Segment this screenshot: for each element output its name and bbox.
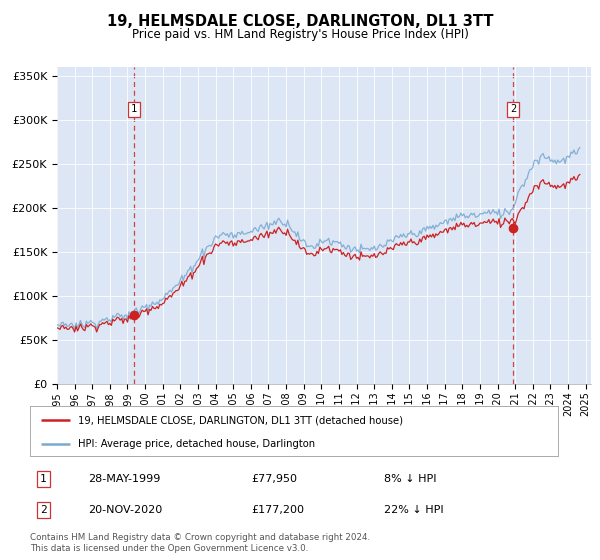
Text: HPI: Average price, detached house, Darlington: HPI: Average price, detached house, Darl…	[77, 439, 314, 449]
Text: 19, HELMSDALE CLOSE, DARLINGTON, DL1 3TT: 19, HELMSDALE CLOSE, DARLINGTON, DL1 3TT	[107, 14, 493, 29]
Text: 20-NOV-2020: 20-NOV-2020	[88, 505, 163, 515]
Text: 22% ↓ HPI: 22% ↓ HPI	[384, 505, 443, 515]
Text: 2: 2	[510, 104, 516, 114]
Text: 1: 1	[40, 474, 47, 484]
Text: 1: 1	[131, 104, 137, 114]
Text: 28-MAY-1999: 28-MAY-1999	[88, 474, 160, 484]
Text: £177,200: £177,200	[252, 505, 305, 515]
Text: 19, HELMSDALE CLOSE, DARLINGTON, DL1 3TT (detached house): 19, HELMSDALE CLOSE, DARLINGTON, DL1 3TT…	[77, 415, 403, 425]
Text: Contains HM Land Registry data © Crown copyright and database right 2024.
This d: Contains HM Land Registry data © Crown c…	[30, 533, 370, 553]
Text: Price paid vs. HM Land Registry's House Price Index (HPI): Price paid vs. HM Land Registry's House …	[131, 28, 469, 41]
Text: 8% ↓ HPI: 8% ↓ HPI	[384, 474, 436, 484]
Text: £77,950: £77,950	[252, 474, 298, 484]
Text: 2: 2	[40, 505, 47, 515]
